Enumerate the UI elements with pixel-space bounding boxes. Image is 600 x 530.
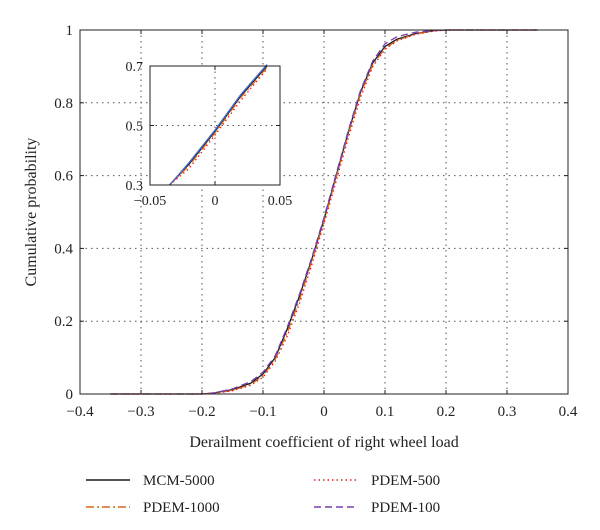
legend-label-mcm-5000: MCM-5000 (143, 473, 215, 489)
y-tick-label: 0 (66, 387, 74, 403)
inset-x-tick-label: 0 (212, 194, 219, 209)
series-line-pdem-500 (110, 29, 538, 395)
x-axis-label: Derailment coefficient of right wheel lo… (189, 434, 458, 451)
inset-y-tick-label: 0.7 (126, 60, 144, 75)
y-tick-label: 1 (66, 23, 74, 39)
inset-y-tick-label: 0.5 (126, 120, 144, 135)
inset-ticks: −0.05 0 0.05 0.3 0.5 0.7 (126, 60, 293, 209)
x-tick-label: −0.4 (66, 404, 94, 420)
x-tick-label: −0.2 (188, 404, 215, 420)
x-tick-label: 0.3 (498, 404, 517, 420)
x-tick-label: −0.1 (249, 404, 276, 420)
legend-label-pdem-100: PDEM-100 (371, 500, 440, 516)
legend-item-pdem-500: PDEM-500 (314, 473, 440, 489)
inset-series-line-pdem-500 (169, 68, 268, 186)
main-series (110, 29, 538, 395)
x-tick-label: −0.3 (127, 404, 154, 420)
inset-series-line-pdem-1000 (169, 67, 268, 186)
legend: MCM-5000 PDEM-500 PDEM-1000 PDEM-100 (86, 473, 440, 516)
inset-chart: −0.05 0 0.05 0.3 0.5 0.7 (126, 60, 293, 209)
y-tick-label: 0.6 (54, 169, 73, 185)
x-tick-label: 0.4 (559, 404, 578, 420)
inset-x-tick-label: 0.05 (268, 194, 293, 209)
main-ticks: −0.4 −0.3 −0.2 −0.1 0 0.1 0.2 0.3 0.4 0 0.2 0.4 0.6 0… (54, 23, 578, 420)
inset-series-line-mcm-5000 (169, 65, 268, 186)
series-line-pdem-100 (110, 29, 538, 395)
x-tick-label: 0 (320, 404, 328, 420)
inset-series (169, 64, 268, 186)
x-tick-label: 0.2 (437, 404, 456, 420)
y-tick-label: 0.4 (54, 241, 73, 257)
legend-label-pdem-1000: PDEM-1000 (143, 500, 220, 516)
inset-x-tick-label: −0.05 (134, 194, 166, 209)
inset-grid (150, 66, 280, 185)
inset-y-tick-label: 0.3 (126, 179, 144, 194)
y-tick-label: 0.2 (54, 314, 73, 330)
legend-item-pdem-100: PDEM-100 (314, 500, 440, 516)
legend-item-mcm-5000: MCM-5000 (86, 473, 215, 489)
legend-item-pdem-1000: PDEM-1000 (86, 500, 220, 516)
y-tick-label: 0.8 (54, 96, 73, 112)
x-tick-label: 0.1 (376, 404, 395, 420)
y-axis-label: Cumulative probability (23, 138, 40, 287)
inset-series-line-pdem-100 (169, 64, 268, 186)
legend-label-pdem-500: PDEM-500 (371, 473, 440, 489)
